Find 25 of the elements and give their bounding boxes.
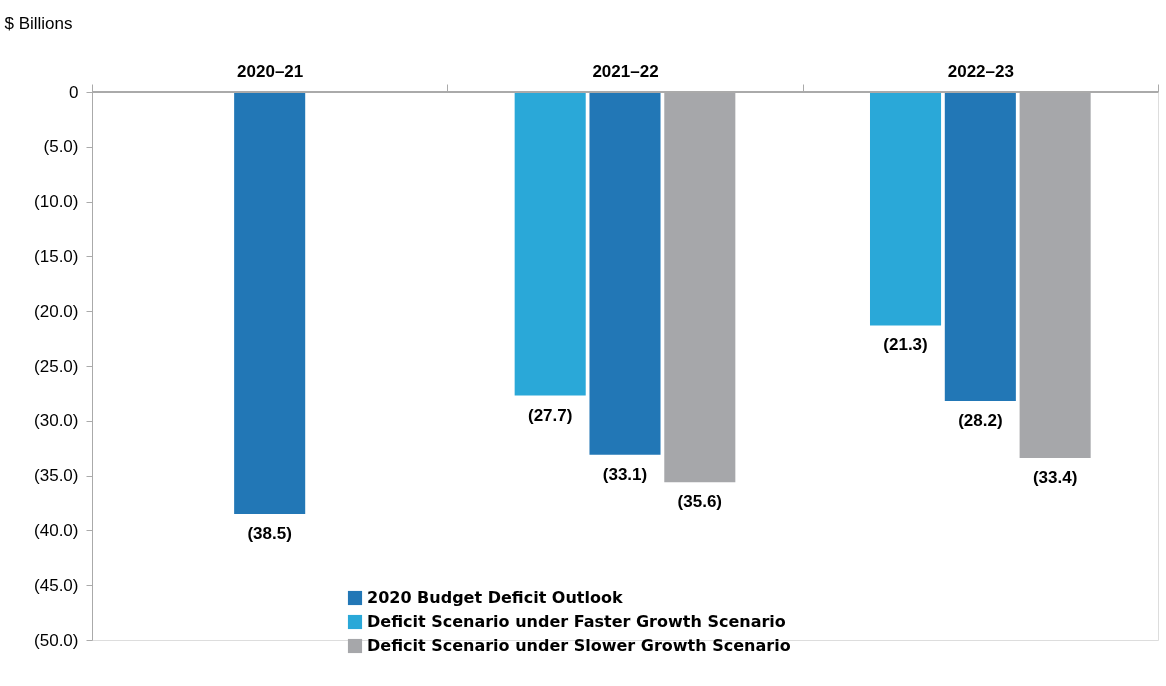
data-label: (27.7) <box>527 405 573 425</box>
y-tick-label: (50.0) <box>34 630 79 650</box>
data-label: (33.1) <box>602 464 648 484</box>
x-tick-label: 2021–22 <box>592 61 659 81</box>
y-tick-label: (35.0) <box>34 466 79 486</box>
y-tick-label: (15.0) <box>34 246 79 266</box>
y-tick-label: (25.0) <box>34 356 79 376</box>
x-tick-label: 2022–23 <box>947 61 1014 81</box>
data-label: (38.5) <box>247 523 292 543</box>
data-label: (33.4) <box>1032 468 1078 488</box>
y-axis-title: $ Billions <box>4 13 73 33</box>
y-tick-label: (5.0) <box>43 137 79 157</box>
y-tick-label: 0 <box>69 82 79 102</box>
y-tick-label: (30.0) <box>34 411 79 431</box>
data-label: (21.3) <box>883 335 928 355</box>
data-label: (28.2) <box>958 411 1003 431</box>
x-tick-label: 2020–21 <box>237 61 304 81</box>
y-tick-label: (10.0) <box>34 192 79 212</box>
legend-label: Deficit Scenario under Slower Growth Scenario <box>367 636 791 655</box>
y-tick-label: (40.0) <box>34 520 79 540</box>
data-label: (35.6) <box>677 492 723 512</box>
y-tick-label: (20.0) <box>34 301 79 321</box>
legend-label: Deficit Scenario under Faster Growth Scenario <box>367 612 786 631</box>
legend-label: 2020 Budget Deficit Outlook <box>367 588 623 607</box>
y-tick-label: (45.0) <box>34 575 79 595</box>
